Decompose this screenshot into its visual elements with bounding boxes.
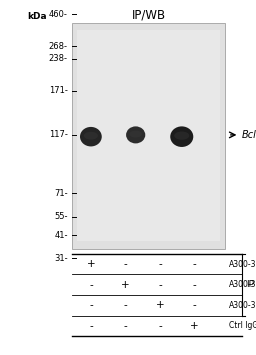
Text: +: + bbox=[156, 300, 164, 310]
Text: -: - bbox=[158, 280, 162, 290]
Text: 171-: 171- bbox=[49, 86, 68, 95]
Text: 71-: 71- bbox=[54, 189, 68, 198]
Text: 238-: 238- bbox=[49, 54, 68, 63]
Text: 268-: 268- bbox=[49, 42, 68, 51]
Ellipse shape bbox=[80, 127, 102, 146]
Text: -: - bbox=[158, 321, 162, 331]
Text: -: - bbox=[89, 321, 93, 331]
Text: -: - bbox=[124, 259, 127, 269]
Text: -: - bbox=[193, 259, 196, 269]
Text: kDa: kDa bbox=[28, 12, 47, 21]
Text: -: - bbox=[89, 300, 93, 310]
Bar bbox=[77, 30, 220, 241]
Ellipse shape bbox=[174, 131, 189, 140]
Text: Bcl11b: Bcl11b bbox=[241, 130, 256, 140]
Text: Ctrl IgG: Ctrl IgG bbox=[229, 321, 256, 331]
Text: +: + bbox=[87, 259, 95, 269]
Text: A300-383A-2: A300-383A-2 bbox=[229, 280, 256, 289]
Ellipse shape bbox=[170, 126, 193, 147]
Text: -: - bbox=[89, 280, 93, 290]
Text: A300-383A-3: A300-383A-3 bbox=[229, 301, 256, 310]
Ellipse shape bbox=[84, 132, 98, 140]
Text: A300-385A: A300-385A bbox=[229, 260, 256, 269]
Text: IP/WB: IP/WB bbox=[131, 9, 166, 22]
Text: -: - bbox=[193, 280, 196, 290]
Bar bbox=[72, 23, 225, 248]
Text: -: - bbox=[124, 321, 127, 331]
Ellipse shape bbox=[130, 131, 142, 137]
Text: 41-: 41- bbox=[54, 230, 68, 240]
Text: +: + bbox=[121, 280, 130, 290]
Text: 460-: 460- bbox=[49, 10, 68, 19]
Text: -: - bbox=[124, 300, 127, 310]
Ellipse shape bbox=[126, 126, 145, 143]
Text: 31-: 31- bbox=[54, 254, 68, 263]
Text: 117-: 117- bbox=[49, 130, 68, 140]
Text: -: - bbox=[193, 300, 196, 310]
Text: IP: IP bbox=[247, 280, 254, 289]
Text: -: - bbox=[158, 259, 162, 269]
Text: 55-: 55- bbox=[54, 212, 68, 221]
Text: +: + bbox=[190, 321, 199, 331]
